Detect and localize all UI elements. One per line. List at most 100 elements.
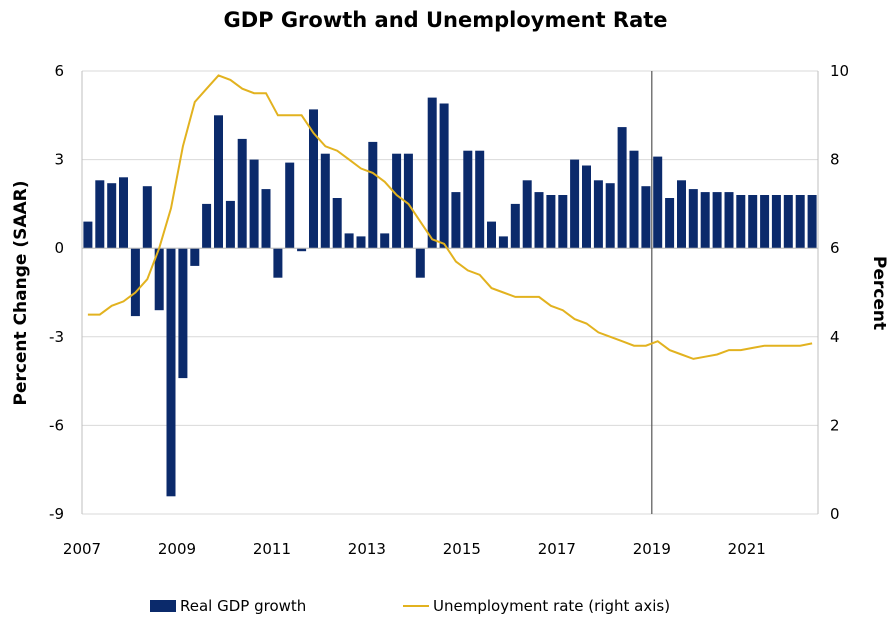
y2-tick-label: 6 bbox=[830, 239, 840, 257]
x-tick-label: 2021 bbox=[728, 540, 766, 558]
legend-label-unemployment: Unemployment rate (right axis) bbox=[433, 597, 671, 615]
y2-tick-label: 2 bbox=[830, 416, 840, 434]
x-tick-label: 2011 bbox=[253, 540, 291, 558]
gdp-bar bbox=[522, 180, 532, 249]
y-tick-label: 6 bbox=[54, 62, 64, 80]
gdp-bar bbox=[225, 200, 235, 249]
axes bbox=[81, 71, 819, 514]
gdp-bar bbox=[451, 192, 461, 249]
gdp-bar bbox=[261, 189, 271, 249]
gdp-bar bbox=[190, 248, 200, 266]
gdp-bar bbox=[724, 192, 734, 249]
gdp-bar bbox=[498, 236, 508, 249]
x-tick-label: 2019 bbox=[633, 540, 671, 558]
gdp-bar bbox=[297, 248, 307, 252]
y2-tick-label: 0 bbox=[830, 505, 840, 523]
gdp-bar bbox=[309, 109, 318, 249]
x-tick-label: 2017 bbox=[538, 540, 576, 558]
gdp-bar bbox=[546, 195, 556, 249]
x-tick-label: 2007 bbox=[63, 540, 101, 558]
gdp-bar bbox=[166, 248, 176, 497]
gdp-bar bbox=[700, 192, 710, 249]
gdp-bar bbox=[237, 138, 247, 249]
gdp-bar bbox=[95, 180, 105, 249]
x-tick-label: 2015 bbox=[443, 540, 481, 558]
tick-labels: 6 3 0 -3 -6 -9 10 8 6 4 2 0 2007 2009 2011 2013 2015 2017… bbox=[49, 62, 849, 558]
gdp-bar bbox=[273, 248, 283, 278]
gdp-bar bbox=[641, 186, 651, 249]
gdp-bar bbox=[344, 233, 354, 249]
gdp-bar bbox=[320, 153, 330, 249]
legend-item-gdp: Real GDP growth bbox=[150, 597, 306, 615]
y-tick-label: 3 bbox=[54, 151, 64, 169]
gdp-bar bbox=[285, 162, 295, 249]
y-tick-label: 0 bbox=[54, 239, 64, 257]
gdp-bar bbox=[570, 159, 580, 249]
gdp-bar bbox=[736, 195, 746, 249]
gdp-bar bbox=[214, 115, 223, 249]
legend: Real GDP growth Unemployment rate (right… bbox=[0, 597, 891, 621]
x-tick-label: 2013 bbox=[348, 540, 386, 558]
gdp-bar bbox=[665, 198, 675, 249]
gdp-bar bbox=[510, 203, 520, 249]
gdp-bars bbox=[83, 97, 817, 497]
unemployment-line bbox=[87, 74, 813, 360]
gdp-bar bbox=[795, 195, 805, 249]
gdp-bar bbox=[487, 221, 496, 249]
gdp-bar bbox=[771, 195, 781, 249]
gdp-bar bbox=[107, 183, 117, 249]
gdp-bar bbox=[380, 233, 390, 249]
unemployment-line-group bbox=[87, 74, 813, 360]
x-tick-label: 2009 bbox=[158, 540, 196, 558]
gdp-bar bbox=[356, 236, 366, 249]
gdp-bar bbox=[463, 150, 473, 249]
y2-axis-label: Percent bbox=[869, 256, 889, 330]
gdp-bar bbox=[617, 127, 627, 249]
gdp-bar bbox=[119, 177, 128, 249]
gdp-bar bbox=[83, 221, 93, 249]
gdp-bar bbox=[688, 189, 698, 249]
gdp-bar bbox=[439, 103, 449, 249]
gdp-bar bbox=[783, 195, 793, 249]
y-tick-label: -6 bbox=[49, 416, 64, 434]
y2-tick-label: 10 bbox=[830, 62, 849, 80]
gdp-bar bbox=[629, 150, 639, 249]
gdp-bar bbox=[807, 195, 817, 249]
gdp-bar bbox=[249, 159, 259, 249]
gdp-bar bbox=[605, 183, 615, 249]
y2-tick-label: 8 bbox=[830, 151, 840, 169]
gdp-bar bbox=[403, 153, 413, 249]
legend-swatch-gdp bbox=[150, 600, 176, 612]
gdp-bar bbox=[415, 248, 425, 278]
gdp-bar bbox=[130, 248, 140, 317]
gdp-bar bbox=[368, 141, 378, 249]
gdp-bar bbox=[154, 248, 164, 311]
gdp-bar bbox=[142, 186, 152, 249]
gdp-bar bbox=[582, 165, 591, 249]
gridlines bbox=[82, 70, 818, 515]
gdp-bar bbox=[534, 192, 544, 249]
chart-title: GDP Growth and Unemployment Rate bbox=[223, 8, 668, 32]
y-axis-label: Percent Change (SAAR) bbox=[11, 180, 31, 405]
gdp-bar bbox=[653, 156, 663, 249]
y-tick-label: -9 bbox=[49, 505, 64, 523]
legend-label-gdp: Real GDP growth bbox=[180, 597, 307, 615]
gdp-bar bbox=[202, 203, 212, 249]
gdp-bar bbox=[427, 97, 437, 249]
gdp-bar bbox=[392, 153, 402, 249]
gdp-bar bbox=[712, 192, 722, 249]
gdp-bar bbox=[558, 195, 568, 249]
gdp-bar bbox=[760, 195, 770, 249]
y-tick-label: -3 bbox=[49, 328, 64, 346]
gdp-bar bbox=[677, 180, 686, 249]
legend-swatch-unemployment bbox=[403, 605, 429, 607]
legend-item-unemployment: Unemployment rate (right axis) bbox=[403, 597, 670, 615]
gdp-bar bbox=[593, 180, 603, 249]
y2-tick-label: 4 bbox=[830, 328, 840, 346]
gdp-bar bbox=[178, 248, 188, 379]
gdp-bar bbox=[332, 198, 342, 249]
gdp-bar bbox=[748, 195, 758, 249]
gdp-bar bbox=[475, 150, 485, 249]
